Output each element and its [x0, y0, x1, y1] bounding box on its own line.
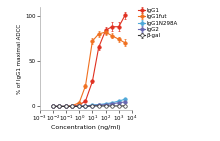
- Y-axis label: % of IgG1 maximal ADCC: % of IgG1 maximal ADCC: [17, 23, 22, 94]
- X-axis label: Concentration (ng/ml): Concentration (ng/ml): [51, 125, 121, 130]
- Legend: IgG1, IgG1fut, IgG1N298A, IgG2, β-gal: IgG1, IgG1fut, IgG1N298A, IgG2, β-gal: [138, 8, 178, 38]
